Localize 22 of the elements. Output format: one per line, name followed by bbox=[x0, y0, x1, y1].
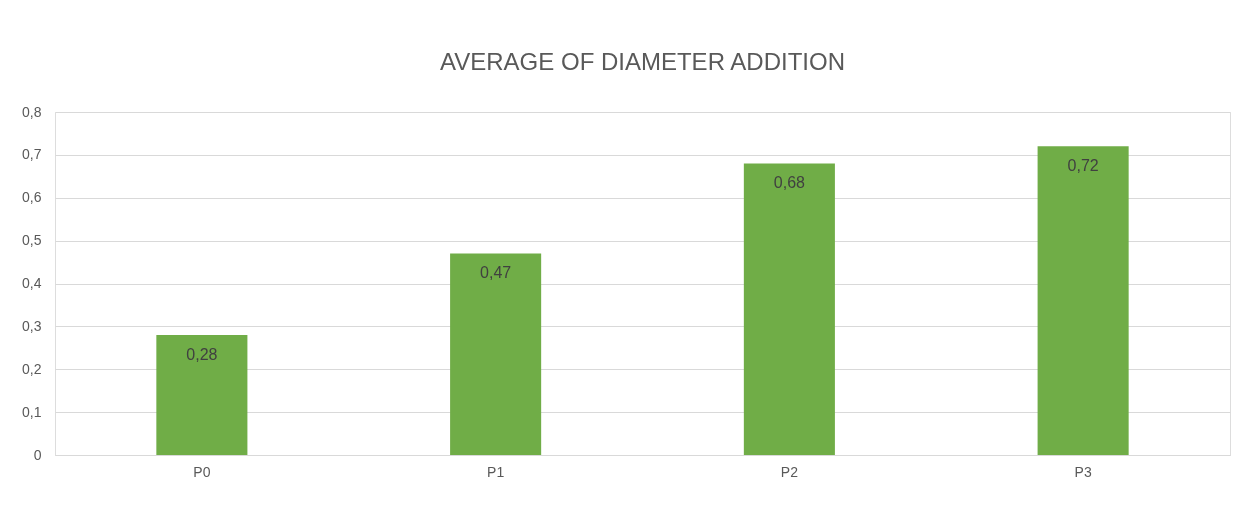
bar bbox=[743, 163, 835, 455]
bar bbox=[450, 253, 542, 455]
y-tick-label: 0,4 bbox=[22, 275, 42, 291]
y-tick-label: 0,8 bbox=[22, 103, 42, 120]
y-tick-label: 0,6 bbox=[22, 189, 42, 206]
y-tick-label: 0,2 bbox=[22, 360, 42, 377]
bar bbox=[156, 334, 248, 455]
x-tick-label: P0 bbox=[193, 463, 211, 480]
x-tick-label: P2 bbox=[780, 463, 799, 480]
data-label: 0,28 bbox=[186, 345, 218, 363]
bar bbox=[1037, 146, 1129, 455]
x-tick-label: P3 bbox=[1074, 463, 1092, 480]
y-tick-label: 0,7 bbox=[22, 146, 42, 163]
data-label: 0,72 bbox=[1067, 157, 1099, 175]
data-label: 0,68 bbox=[773, 174, 806, 192]
y-tick-label: 0 bbox=[33, 446, 42, 463]
y-tick-label: 0,3 bbox=[22, 317, 42, 334]
x-tick-label: P1 bbox=[487, 463, 505, 480]
y-tick-label: 0,1 bbox=[22, 403, 42, 420]
data-label: 0,47 bbox=[480, 264, 512, 282]
y-tick-label: 0,5 bbox=[22, 232, 42, 249]
chart-title: AVERAGE OF DIAMETER ADDITION bbox=[440, 48, 845, 75]
